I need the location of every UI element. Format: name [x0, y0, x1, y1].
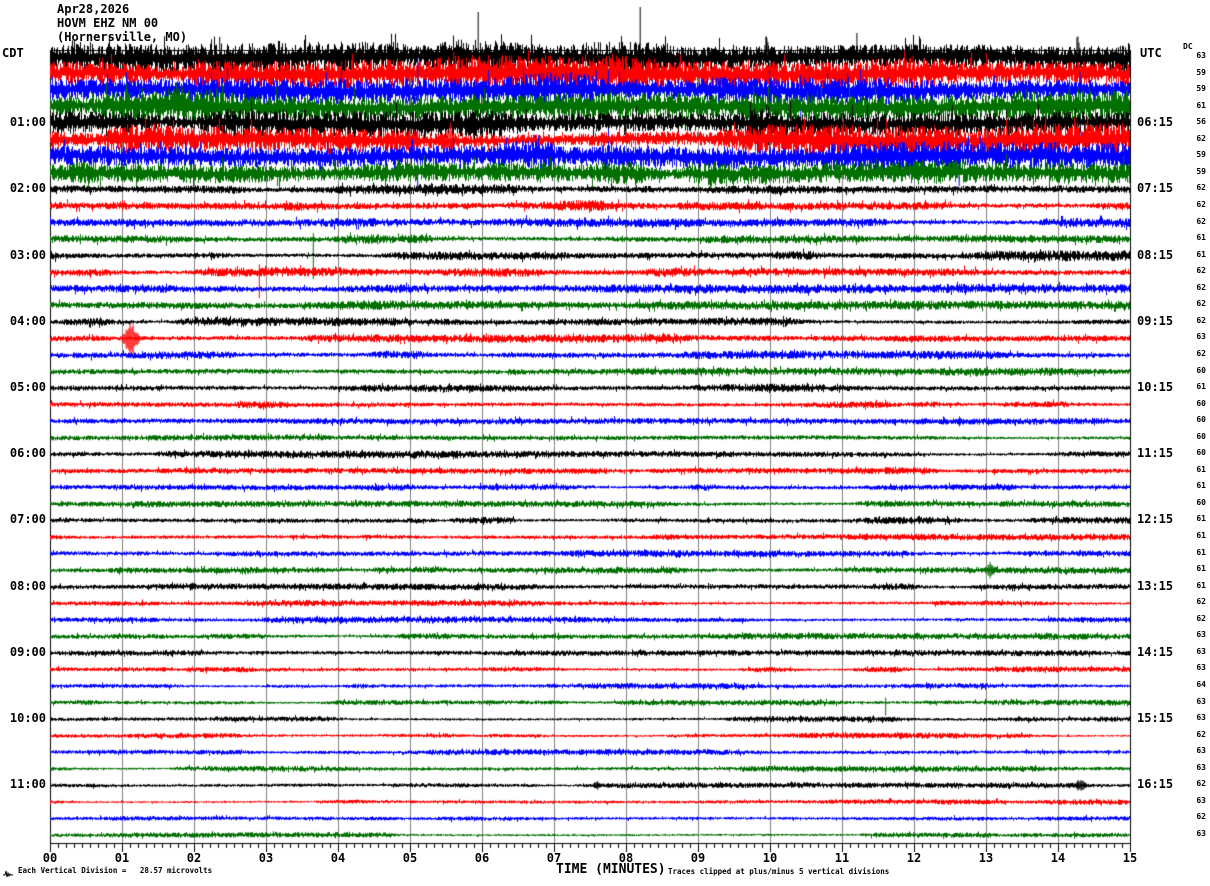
- dc-offset-value: 61: [1196, 531, 1206, 541]
- x-tick-label: 09: [690, 851, 706, 865]
- dc-offset-value: 61: [1196, 547, 1206, 557]
- dc-offset-value: 60: [1196, 448, 1206, 458]
- dc-offset-value: 62: [1196, 216, 1206, 226]
- dc-offset-value: 61: [1196, 481, 1206, 491]
- dc-offset-value: 63: [1196, 762, 1206, 772]
- hour-label-utc: 14:15: [1137, 644, 1174, 659]
- x-tick-label: 05: [402, 851, 418, 865]
- x-tick-label: 03: [258, 851, 274, 865]
- x-tick-label: 07: [546, 851, 562, 865]
- dc-offset-value: 61: [1196, 233, 1206, 243]
- dc-offset-value: 60: [1196, 431, 1206, 441]
- dc-offset-value: 56: [1196, 117, 1206, 127]
- hour-label-utc: 15:15: [1137, 711, 1174, 726]
- x-tick-label: 04: [330, 851, 346, 865]
- hour-label-utc: 12:15: [1137, 512, 1174, 527]
- dc-offset-value: 62: [1196, 597, 1206, 607]
- dc-offset-value: 59: [1196, 67, 1206, 77]
- station-code: HOVM EHZ NM 00: [57, 16, 159, 30]
- dc-offset-value: 59: [1196, 150, 1206, 160]
- clipping-note: Traces clipped at plus/minus 5 vertical …: [668, 867, 890, 876]
- hour-label-cdt: 11:00: [9, 777, 46, 792]
- dc-offset-value: 62: [1196, 779, 1206, 789]
- dc-offset-value: 61: [1196, 464, 1206, 474]
- dc-offset-value: 62: [1196, 315, 1206, 325]
- dc-offset-value: 60: [1196, 398, 1206, 408]
- dc-offset-value: 63: [1196, 713, 1206, 723]
- dc-offset-header: DC: [1183, 42, 1193, 51]
- dc-offset-value: 62: [1196, 266, 1206, 276]
- left-timezone-label: CDT: [2, 46, 24, 60]
- dc-offset-value: 63: [1196, 51, 1206, 60]
- dc-offset-value: 63: [1196, 829, 1206, 838]
- hour-label-cdt: 03:00: [9, 247, 46, 262]
- dc-offset-value: 62: [1196, 282, 1206, 292]
- hour-label-cdt: 05:00: [9, 380, 46, 395]
- dc-offset-value: 63: [1196, 332, 1206, 342]
- dc-offset-value: 60: [1196, 497, 1206, 507]
- dc-offset-value: 62: [1196, 613, 1206, 623]
- hour-label-cdt: 10:00: [9, 711, 46, 726]
- dc-offset-value: 63: [1196, 630, 1206, 640]
- x-tick-label: 06: [474, 851, 490, 865]
- dc-offset-value: 63: [1196, 696, 1206, 706]
- dc-offset-value: 62: [1196, 299, 1206, 309]
- right-timezone-label: UTC: [1140, 46, 1162, 60]
- hour-label-cdt: 01:00: [9, 115, 46, 130]
- hour-label-cdt: 02:00: [9, 181, 46, 196]
- x-tick-label: 01: [114, 851, 130, 865]
- dc-offset-value: 59: [1196, 84, 1206, 94]
- x-tick-label: 11: [834, 851, 850, 865]
- dc-offset-value: 62: [1196, 729, 1206, 739]
- hour-label-utc: 09:15: [1137, 313, 1174, 328]
- hour-label-cdt: 06:00: [9, 446, 46, 461]
- x-tick-label: 08: [618, 851, 634, 865]
- hour-label-cdt: 07:00: [9, 512, 46, 527]
- dc-offset-value: 62: [1196, 133, 1206, 143]
- vertical-division-note: Each Vertical Division = 28.57 microvolt…: [18, 866, 213, 875]
- dc-offset-value: 60: [1196, 365, 1206, 375]
- hour-label-utc: 11:15: [1137, 446, 1174, 461]
- dc-offset-value: 63: [1196, 746, 1206, 756]
- x-tick-label: 15: [1122, 851, 1138, 865]
- hour-label-cdt: 08:00: [9, 578, 46, 593]
- dc-offset-value: 61: [1196, 514, 1206, 524]
- hour-label-utc: 16:15: [1137, 777, 1174, 792]
- hour-label-utc: 10:15: [1137, 380, 1174, 395]
- x-tick-label: 10: [762, 851, 778, 865]
- dc-offset-value: 61: [1196, 249, 1206, 259]
- dc-offset-value: 64: [1196, 680, 1206, 690]
- mini-seismogram-icon: [3, 870, 13, 878]
- hour-label-utc: 07:15: [1137, 181, 1174, 196]
- dc-offset-value: 61: [1196, 564, 1206, 574]
- dc-offset-value: 62: [1196, 199, 1206, 209]
- dc-offset-value: 62: [1196, 183, 1206, 193]
- hour-label-utc: 08:15: [1137, 247, 1174, 262]
- plot-date: Apr28,2026: [57, 2, 130, 16]
- dc-offset-value: 62: [1196, 348, 1206, 358]
- dc-offset-value: 63: [1196, 646, 1206, 656]
- dc-offset-value: 61: [1196, 382, 1206, 392]
- hour-label-cdt: 09:00: [9, 644, 46, 659]
- hour-label-utc: 06:15: [1137, 115, 1174, 130]
- x-axis-title: TIME (MINUTES): [556, 862, 666, 877]
- x-tick-label: 14: [1050, 851, 1066, 865]
- dc-offset-value: 60: [1196, 415, 1206, 425]
- x-tick-label: 02: [186, 851, 202, 865]
- station-location: (Hornersville, MO): [57, 30, 188, 44]
- dc-offset-value: 61: [1196, 580, 1206, 590]
- x-tick-label: 12: [906, 851, 922, 865]
- dc-offset-value: 63: [1196, 663, 1206, 673]
- dc-offset-value: 62: [1196, 812, 1206, 822]
- dc-offset-value: 61: [1196, 100, 1206, 110]
- hour-label-utc: 13:15: [1137, 578, 1174, 593]
- dc-offset-value: 63: [1196, 795, 1206, 805]
- x-tick-label: 00: [42, 851, 58, 865]
- hour-label-cdt: 04:00: [9, 313, 46, 328]
- dc-offset-value: 59: [1196, 166, 1206, 176]
- x-tick-label: 13: [978, 851, 994, 865]
